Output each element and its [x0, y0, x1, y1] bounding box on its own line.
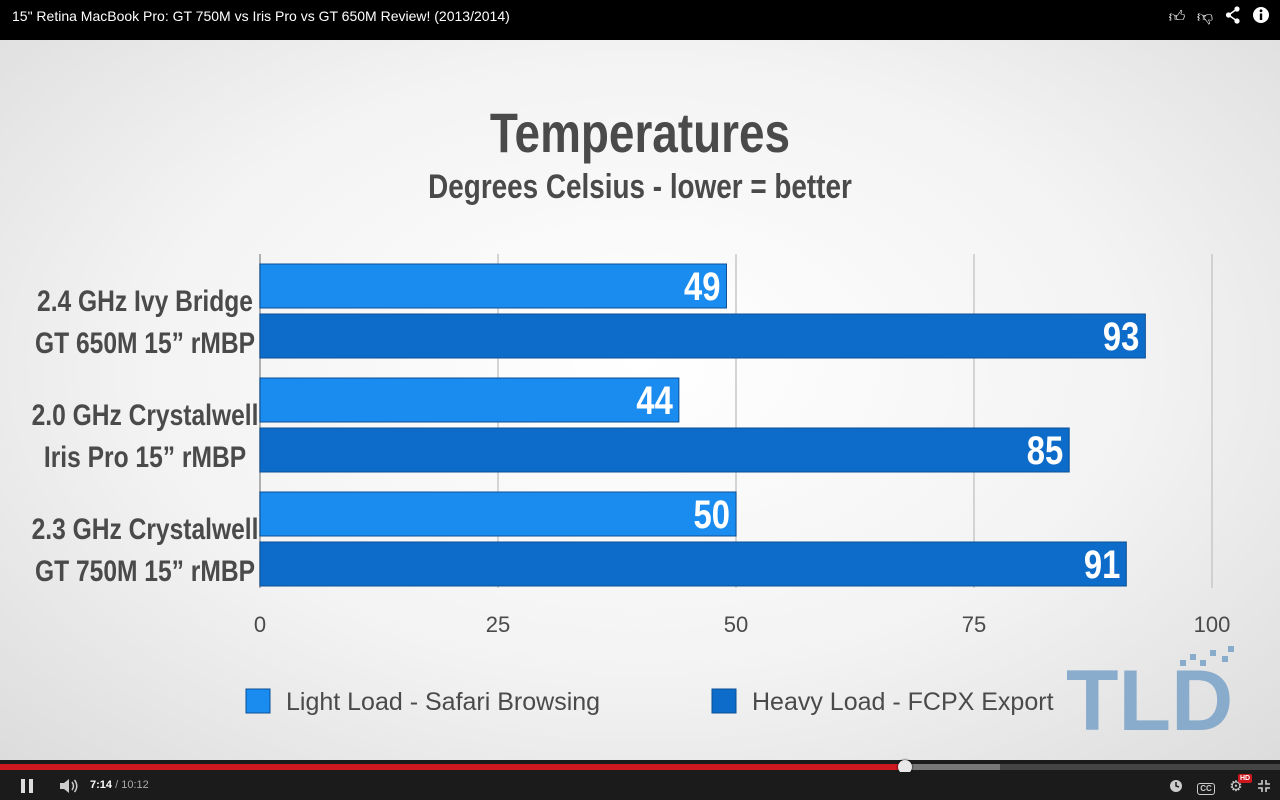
bar: [259, 313, 1146, 359]
progress-scrubber[interactable]: [897, 760, 912, 774]
bar-value-label: 93: [1103, 314, 1139, 359]
legend-label: Light Load - Safari Browsing: [286, 688, 600, 716]
current-time: 7:14: [90, 779, 113, 791]
captions-icon[interactable]: CC: [1196, 776, 1216, 796]
bar: [259, 263, 727, 309]
x-tick-label: 25: [486, 612, 510, 637]
category-label: GT 750M 15” rMBP: [35, 554, 255, 588]
chart-title: Temperatures: [490, 102, 790, 164]
x-tick-label: 75: [962, 612, 986, 637]
tld-logo: TLD: [1066, 646, 1234, 749]
captions-label: CC: [1197, 783, 1215, 795]
legend-label: Heavy Load - FCPX Export: [752, 688, 1054, 716]
x-tick-label: 100: [1194, 612, 1231, 637]
video-title-bar: 15" Retina MacBook Pro: GT 750M vs Iris …: [0, 0, 1280, 40]
share-icon[interactable]: [1224, 6, 1242, 28]
chart-subtitle: Degrees Celsius - lower = better: [428, 167, 852, 205]
chart-tick-labels: 0 25 50 75 100: [254, 612, 1230, 637]
clock-icon[interactable]: [1166, 776, 1186, 796]
tld-logo-text: TLD: [1066, 653, 1233, 749]
bar: [259, 377, 680, 423]
bar: [259, 427, 1070, 473]
category-label: 2.4 GHz Ivy Bridge: [37, 284, 253, 318]
bar-value-label: 49: [684, 264, 720, 309]
bar-value-label: 44: [636, 378, 673, 423]
hd-badge: HD: [1238, 774, 1253, 783]
chart-category-labels: 2.4 GHz Ivy Bridge GT 650M 15” rMBP 2.0 GH…: [32, 284, 259, 588]
progress-bar[interactable]: [0, 760, 1280, 774]
category-label: 2.3 GHz Crystalwell: [32, 512, 259, 546]
temperature-chart: Temperatures Degrees Celsius - lower = b…: [32, 102, 1234, 749]
duration: 10:12: [121, 779, 149, 791]
video-frame[interactable]: Temperatures Degrees Celsius - lower = b…: [0, 40, 1280, 760]
bar: [259, 491, 737, 537]
legend-swatch: [245, 688, 271, 714]
category-label: Iris Pro 15” rMBP: [44, 440, 246, 474]
thumbs-up-icon[interactable]: 👍︎: [1168, 7, 1186, 26]
thumbs-down-icon[interactable]: 👎︎: [1196, 7, 1214, 26]
x-tick-label: 0: [254, 612, 266, 637]
volume-icon[interactable]: [58, 776, 80, 796]
progress-played: [0, 764, 905, 770]
x-tick-label: 50: [724, 612, 748, 637]
bar-value-label: 50: [694, 492, 730, 537]
info-icon[interactable]: [1252, 6, 1270, 28]
time-separator: /: [112, 779, 122, 791]
bar: [259, 541, 1127, 587]
player-controls: 7:14 / 10:12 CC ⚙︎ HD: [0, 772, 1280, 800]
category-label: GT 650M 15” rMBP: [35, 326, 255, 360]
pause-icon[interactable]: [16, 776, 38, 796]
category-label: 2.0 GHz Crystalwell: [32, 398, 259, 432]
top-actions: 👍︎ 👎︎: [1168, 6, 1270, 28]
chart-bars: 49 44 50 93 85 91: [259, 263, 1146, 587]
time-display: 7:14 / 10:12: [90, 779, 149, 791]
bar-value-label: 91: [1084, 542, 1120, 587]
progress-track[interactable]: [0, 760, 1280, 774]
exit-fullscreen-icon[interactable]: [1254, 776, 1274, 796]
video-title[interactable]: 15" Retina MacBook Pro: GT 750M vs Iris …: [12, 8, 510, 24]
bar-value-label: 85: [1027, 428, 1063, 473]
chart-legend: Light Load - Safari Browsing Heavy Load -…: [245, 688, 1054, 716]
legend-swatch: [711, 688, 737, 714]
